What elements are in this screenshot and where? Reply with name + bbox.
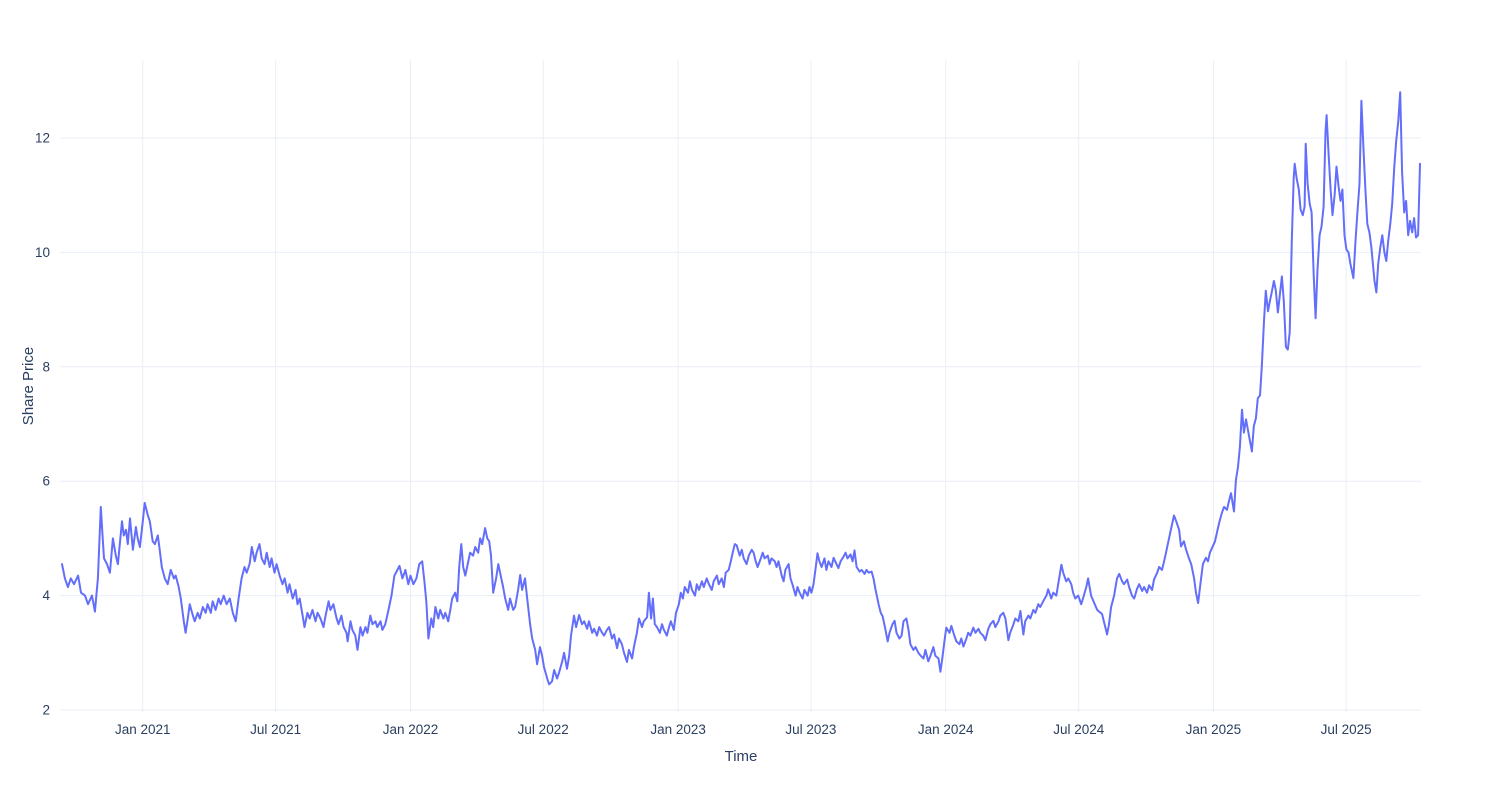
y-tick-label: 2: [42, 703, 50, 718]
x-tick-label: Jul 2023: [785, 722, 836, 737]
price-series[interactable]: [61, 91, 1421, 686]
y-axis-title: Share Price: [20, 347, 37, 425]
x-tick-label: Jul 2021: [250, 722, 301, 737]
x-tick-label: Jan 2021: [115, 722, 171, 737]
gridlines: [60, 60, 1421, 712]
y-tick-label: 8: [42, 359, 50, 374]
x-axis-title: Time: [725, 748, 758, 765]
x-tick-label: Jul 2025: [1321, 722, 1372, 737]
x-tick-label: Jul 2024: [1053, 722, 1105, 737]
x-axis-tick-labels: Jan 2021 Jul 2021 Jan 2022 Jul 2022 Jan 2023…: [115, 722, 1372, 737]
x-tick-label: Jan 2024: [918, 722, 974, 737]
y-tick-label: 4: [42, 588, 50, 603]
x-tick-label: Jul 2022: [518, 722, 569, 737]
y-tick-label: 6: [42, 474, 50, 489]
x-tick-label: Jan 2022: [383, 722, 439, 737]
y-tick-label: 12: [35, 131, 50, 146]
y-tick-label: 10: [35, 245, 50, 260]
x-tick-label: Jan 2023: [650, 722, 706, 737]
x-tick-label: Jan 2025: [1186, 722, 1242, 737]
y-axis-tick-labels: 2 4 6 8 10 12: [35, 131, 51, 718]
share-price-line[interactable]: [61, 91, 1421, 686]
